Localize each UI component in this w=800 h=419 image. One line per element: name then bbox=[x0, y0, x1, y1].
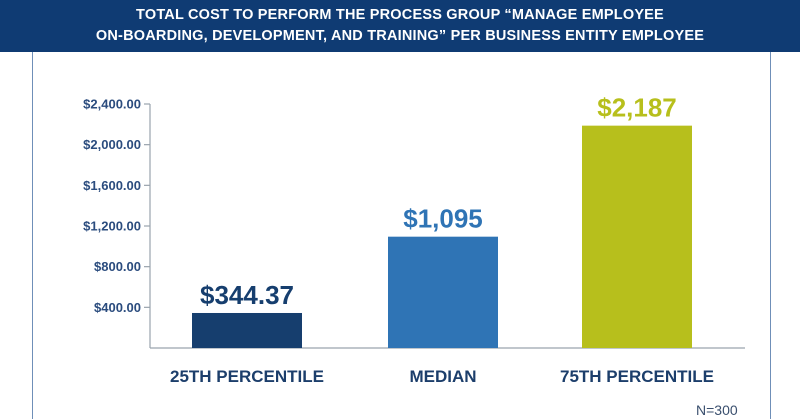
y-tick-label: $400.00 bbox=[94, 300, 141, 315]
bar bbox=[192, 312, 302, 348]
x-category-label: 25TH PERCENTILE bbox=[170, 367, 324, 386]
y-tick-label: $1,200.00 bbox=[83, 219, 141, 234]
bar bbox=[582, 125, 692, 348]
bar-data-label: $1,095 bbox=[403, 204, 483, 234]
frame-border-right bbox=[770, 52, 771, 419]
x-category-label: 75TH PERCENTILE bbox=[560, 367, 714, 386]
y-tick-label: $1,600.00 bbox=[83, 178, 141, 193]
x-category-label: MEDIAN bbox=[409, 367, 476, 386]
y-tick-label: $800.00 bbox=[94, 259, 141, 274]
y-tick-label: $2,000.00 bbox=[83, 137, 141, 152]
frame-border-left bbox=[32, 52, 33, 419]
chart-title: TOTAL COST TO PERFORM THE PROCESS GROUP … bbox=[0, 0, 800, 52]
bar-data-label: $344.37 bbox=[200, 280, 294, 310]
chart-title-line-2: ON-BOARDING, DEVELOPMENT, AND TRAINING” … bbox=[95, 28, 705, 44]
chart-title-line-1: TOTAL COST TO PERFORM THE PROCESS GROUP … bbox=[136, 7, 664, 23]
y-tick-label: $2,400.00 bbox=[83, 97, 141, 112]
sample-size-note: N=300 bbox=[696, 402, 738, 418]
bar bbox=[388, 236, 498, 348]
bar-data-label: $2,187 bbox=[597, 93, 677, 123]
